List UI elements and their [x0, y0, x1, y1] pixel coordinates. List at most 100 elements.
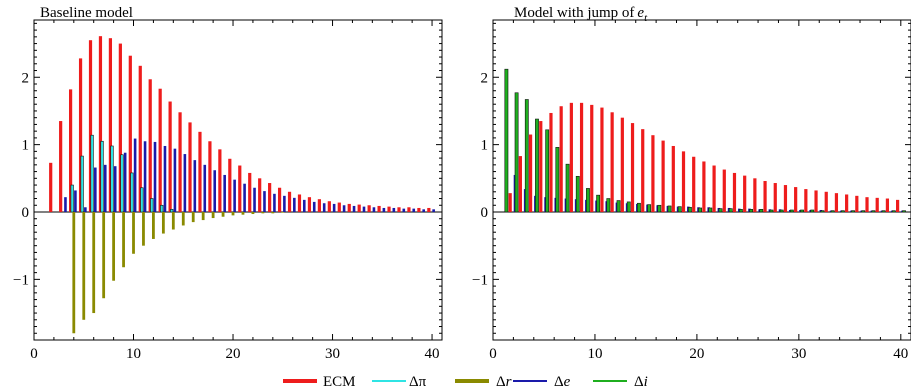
- bar-de: [392, 207, 396, 212]
- x-tick-label: 10: [587, 346, 602, 362]
- bar-de: [103, 164, 107, 212]
- bar-ecm: [347, 203, 351, 212]
- legend-label-dr: Δr: [496, 374, 512, 390]
- bar-ecm: [794, 187, 798, 212]
- bar-dpi: [110, 145, 114, 213]
- legend-label-ecm: ECM: [323, 374, 356, 390]
- y-tick-label: 2: [22, 70, 30, 86]
- bar-ecm: [630, 123, 635, 212]
- bar-ecm: [814, 190, 818, 212]
- bar-di: [535, 118, 539, 213]
- bar-di: [871, 210, 876, 213]
- bar-de: [432, 209, 435, 212]
- y-tick-label: 2: [481, 70, 489, 86]
- chart-title-subscript: t: [644, 12, 648, 24]
- bar-dr: [181, 212, 185, 226]
- y-tick-label: 0: [22, 205, 30, 221]
- series-ecm: [508, 102, 900, 212]
- bar-di: [657, 204, 662, 213]
- bar-di: [667, 205, 672, 213]
- bar-de: [332, 203, 336, 212]
- bar-ecm: [168, 101, 172, 212]
- bar-ecm: [845, 194, 849, 212]
- bar-di: [820, 210, 825, 213]
- bar-di: [698, 207, 703, 213]
- series-dr: [72, 212, 285, 334]
- bar-de: [173, 148, 177, 212]
- bar-dr: [142, 212, 145, 246]
- bar-di: [840, 210, 845, 213]
- chart-title: Baseline model: [40, 5, 133, 21]
- bar-di: [545, 129, 550, 213]
- bar-de: [94, 167, 97, 212]
- legend-item-di: Δi: [593, 374, 648, 390]
- bar-ecm: [518, 156, 522, 212]
- bar-di: [575, 175, 580, 213]
- bar-ecm: [722, 169, 726, 212]
- bar-de: [352, 205, 356, 212]
- bar-de: [193, 160, 197, 212]
- bar-de: [253, 187, 256, 212]
- bar-di: [616, 200, 621, 213]
- bar-dr: [211, 212, 215, 219]
- bar-de: [183, 154, 187, 212]
- bar-dr: [152, 212, 155, 239]
- bar-di: [779, 209, 784, 213]
- x-tick-label: 20: [226, 346, 241, 362]
- bar-ecm: [188, 122, 192, 212]
- bar-ecm: [417, 207, 421, 212]
- legend-label-dpi: Δπ: [409, 374, 427, 390]
- bar-ecm: [307, 197, 312, 212]
- bar-di: [565, 163, 570, 213]
- bar-de: [312, 201, 316, 212]
- bar-dr: [261, 212, 265, 214]
- bar-ecm: [337, 202, 341, 212]
- bar-dpi: [130, 172, 134, 213]
- x-tick-label: 0: [489, 346, 497, 362]
- bar-ecm: [88, 40, 93, 213]
- bar-ecm: [327, 201, 331, 212]
- bar-ecm: [712, 165, 716, 212]
- legend-label-di: Δi: [634, 374, 648, 390]
- bar-dr: [251, 212, 255, 215]
- bar-ecm: [407, 207, 411, 212]
- bar-ecm: [885, 198, 890, 212]
- bar-de: [163, 145, 167, 212]
- bar-de: [382, 207, 386, 212]
- bar-di: [759, 209, 764, 213]
- bar-dr: [132, 212, 135, 254]
- bar-ecm: [59, 121, 63, 212]
- bar-ecm: [508, 193, 512, 212]
- bar-de: [273, 193, 276, 212]
- bar-ecm: [78, 58, 83, 213]
- bar-ecm: [732, 172, 737, 212]
- bar-ecm: [317, 199, 321, 212]
- bar-di: [902, 210, 906, 213]
- bar-ecm: [773, 183, 777, 212]
- bar-di: [830, 210, 835, 213]
- bar-dpi: [90, 134, 94, 213]
- bar-de: [243, 183, 246, 212]
- bar-di: [596, 194, 601, 213]
- bar-ecm: [824, 191, 828, 212]
- bar-ecm: [98, 36, 103, 212]
- bar-dr: [201, 212, 205, 221]
- bar-di: [708, 207, 713, 213]
- bar-di: [647, 204, 652, 213]
- bar-de: [143, 141, 147, 212]
- bar-de: [302, 199, 306, 212]
- x-tick-label: 40: [893, 346, 908, 362]
- bar-ecm: [661, 140, 665, 212]
- bar-de: [203, 164, 207, 212]
- bar-de: [223, 174, 226, 212]
- bar-ecm: [783, 185, 788, 212]
- bar-di: [637, 202, 641, 213]
- bar-dpi: [170, 209, 174, 213]
- bar-dr: [112, 212, 116, 281]
- bar-de: [422, 209, 425, 212]
- bar-dpi: [160, 204, 164, 213]
- bar-ecm: [357, 204, 361, 212]
- bar-di: [718, 208, 723, 213]
- plot-frame: [492, 19, 911, 341]
- bar-ecm: [228, 158, 232, 212]
